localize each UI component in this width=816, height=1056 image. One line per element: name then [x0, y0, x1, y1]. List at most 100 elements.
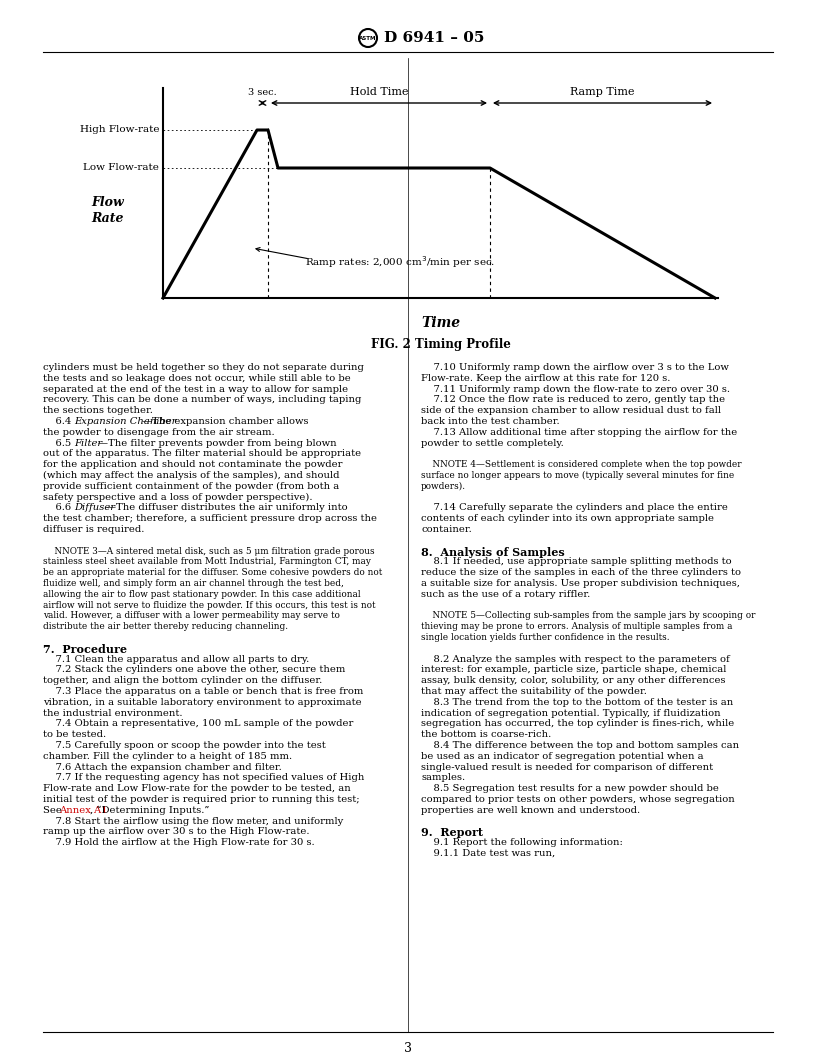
Text: 7.11 Uniformly ramp down the flow-rate to zero over 30 s.: 7.11 Uniformly ramp down the flow-rate t…: [421, 384, 730, 394]
Text: powder to settle completely.: powder to settle completely.: [421, 438, 564, 448]
Text: 7.14 Carefully separate the cylinders and place the entire: 7.14 Carefully separate the cylinders an…: [421, 504, 728, 512]
Text: 6.6: 6.6: [43, 504, 74, 512]
Text: Ramp Time: Ramp Time: [570, 87, 635, 97]
Text: interest: for example, particle size, particle shape, chemical: interest: for example, particle size, pa…: [421, 665, 726, 675]
Text: NNOTE 3—A sintered metal disk, such as 5 μm filtration grade porous: NNOTE 3—A sintered metal disk, such as 5…: [43, 547, 375, 555]
Text: 9.1 Report the following information:: 9.1 Report the following information:: [421, 838, 623, 847]
Text: indication of segregation potential. Typically, if fluidization: indication of segregation potential. Typ…: [421, 709, 721, 718]
Text: 8.1 If needed, use appropriate sample splitting methods to: 8.1 If needed, use appropriate sample sp…: [421, 558, 732, 566]
Text: 8.3 The trend from the top to the bottom of the tester is an: 8.3 The trend from the top to the bottom…: [421, 698, 734, 706]
Text: 7.2 Stack the cylinders one above the other, secure them: 7.2 Stack the cylinders one above the ot…: [43, 665, 345, 675]
Text: reduce the size of the samples in each of the three cylinders to: reduce the size of the samples in each o…: [421, 568, 741, 578]
Text: 3: 3: [404, 1042, 412, 1055]
Text: be an appropriate material for the diffuser. Some cohesive powders do not: be an appropriate material for the diffu…: [43, 568, 382, 578]
Text: Hold Time: Hold Time: [350, 87, 408, 97]
Text: Flow-rate. Keep the airflow at this rate for 120 s.: Flow-rate. Keep the airflow at this rate…: [421, 374, 671, 382]
Text: 7.10 Uniformly ramp down the airflow over 3 s to the Low: 7.10 Uniformly ramp down the airflow ove…: [421, 363, 729, 372]
Text: High Flow-rate: High Flow-rate: [79, 126, 159, 134]
Text: FIG. 2 Timing Profile: FIG. 2 Timing Profile: [370, 338, 511, 351]
Text: 9.  Report: 9. Report: [421, 828, 483, 838]
Text: 7.1 Clean the apparatus and allow all parts to dry.: 7.1 Clean the apparatus and allow all pa…: [43, 655, 309, 663]
Text: properties are well known and understood.: properties are well known and understood…: [421, 806, 640, 815]
Text: 7.4 Obtain a representative, 100 mL sample of the powder: 7.4 Obtain a representative, 100 mL samp…: [43, 719, 353, 729]
Text: See: See: [43, 806, 65, 815]
Text: the tests and so leakage does not occur, while still able to be: the tests and so leakage does not occur,…: [43, 374, 351, 382]
Text: Low Flow-rate: Low Flow-rate: [83, 164, 159, 172]
Text: provide sufficient containment of the powder (from both a: provide sufficient containment of the po…: [43, 482, 339, 491]
Text: Filter: Filter: [74, 438, 103, 448]
Text: out of the apparatus. The filter material should be appropriate: out of the apparatus. The filter materia…: [43, 450, 361, 458]
Text: valid. However, a diffuser with a lower permeability may serve to: valid. However, a diffuser with a lower …: [43, 611, 340, 620]
Text: Flow-rate and Low Flow-rate for the powder to be tested, an: Flow-rate and Low Flow-rate for the powd…: [43, 785, 351, 793]
Text: initial test of the powder is required prior to running this test;: initial test of the powder is required p…: [43, 795, 360, 804]
Text: assay, bulk density, color, solubility, or any other differences: assay, bulk density, color, solubility, …: [421, 676, 725, 685]
Text: 7.8 Start the airflow using the flow meter, and uniformly: 7.8 Start the airflow using the flow met…: [43, 816, 344, 826]
Text: recovery. This can be done a number of ways, including taping: recovery. This can be done a number of w…: [43, 395, 361, 404]
Text: 9.1.1 Date test was run,: 9.1.1 Date test was run,: [421, 849, 555, 857]
Text: 7.6 Attach the expansion chamber and filter.: 7.6 Attach the expansion chamber and fil…: [43, 762, 282, 772]
Text: 7.5 Carefully spoon or scoop the powder into the test: 7.5 Carefully spoon or scoop the powder …: [43, 741, 326, 750]
Text: Ramp rates: 2,000 cm$^3$/min per sec.: Ramp rates: 2,000 cm$^3$/min per sec.: [305, 254, 495, 270]
Text: side of the expansion chamber to allow residual dust to fall: side of the expansion chamber to allow r…: [421, 407, 721, 415]
Text: allowing the air to flow past stationary powder. In this case additional: allowing the air to flow past stationary…: [43, 590, 361, 599]
Text: vibration, in a suitable laboratory environment to approximate: vibration, in a suitable laboratory envi…: [43, 698, 361, 706]
Text: single-valued result is needed for comparison of different: single-valued result is needed for compa…: [421, 762, 713, 772]
Text: Time: Time: [421, 316, 460, 329]
Text: diffuser is required.: diffuser is required.: [43, 525, 144, 534]
Text: such as the use of a rotary riffler.: such as the use of a rotary riffler.: [421, 590, 590, 599]
Text: Annex A1: Annex A1: [59, 806, 108, 815]
Text: —The diffuser distributes the air uniformly into: —The diffuser distributes the air unifor…: [106, 504, 348, 512]
Text: 8.2 Analyze the samples with respect to the parameters of: 8.2 Analyze the samples with respect to …: [421, 655, 730, 663]
Text: Diffuser: Diffuser: [74, 504, 116, 512]
Text: chamber. Fill the cylinder to a height of 185 mm.: chamber. Fill the cylinder to a height o…: [43, 752, 292, 760]
Text: 7.3 Place the apparatus on a table or bench that is free from: 7.3 Place the apparatus on a table or be…: [43, 687, 363, 696]
Text: 7.13 Allow additional time after stopping the airflow for the: 7.13 Allow additional time after stoppin…: [421, 428, 737, 437]
Text: be used as an indicator of segregation potential when a: be used as an indicator of segregation p…: [421, 752, 703, 760]
Text: the bottom is coarse-rich.: the bottom is coarse-rich.: [421, 730, 552, 739]
Text: 3 sec.: 3 sec.: [248, 88, 277, 97]
Text: —The filter prevents powder from being blown: —The filter prevents powder from being b…: [98, 438, 337, 448]
Text: segregation has occurred, the top cylinder is fines-rich, while: segregation has occurred, the top cylind…: [421, 719, 734, 729]
Text: NNOTE 4—Settlement is considered complete when the top powder: NNOTE 4—Settlement is considered complet…: [421, 460, 742, 469]
Text: 7.7 If the requesting agency has not specified values of High: 7.7 If the requesting agency has not spe…: [43, 773, 365, 782]
Text: surface no longer appears to move (typically several minutes for fine: surface no longer appears to move (typic…: [421, 471, 734, 480]
Text: 8.  Analysis of Samples: 8. Analysis of Samples: [421, 547, 565, 558]
Text: 6.4: 6.4: [43, 417, 74, 426]
Text: thieving may be prone to errors. Analysis of multiple samples from a: thieving may be prone to errors. Analysi…: [421, 622, 733, 631]
Text: Flow
Rate: Flow Rate: [91, 195, 124, 225]
Text: , “Determining Inputs.”: , “Determining Inputs.”: [91, 806, 210, 815]
Text: NNOTE 5—Collecting sub-samples from the sample jars by scooping or: NNOTE 5—Collecting sub-samples from the …: [421, 611, 756, 620]
Text: Expansion Chamber: Expansion Chamber: [74, 417, 177, 426]
Text: powders).: powders).: [421, 482, 466, 491]
Text: single location yields further confidence in the results.: single location yields further confidenc…: [421, 633, 670, 642]
Text: compared to prior tests on other powders, whose segregation: compared to prior tests on other powders…: [421, 795, 734, 804]
Text: to be tested.: to be tested.: [43, 730, 106, 739]
Text: 7.12 Once the flow rate is reduced to zero, gently tap the: 7.12 Once the flow rate is reduced to ze…: [421, 395, 725, 404]
Text: 8.4 The difference between the top and bottom samples can: 8.4 The difference between the top and b…: [421, 741, 739, 750]
Text: ASTM: ASTM: [359, 36, 377, 40]
Text: fluidize well, and simply form an air channel through the test bed,: fluidize well, and simply form an air ch…: [43, 579, 344, 588]
Text: samples.: samples.: [421, 773, 465, 782]
Text: the powder to disengage from the air stream.: the powder to disengage from the air str…: [43, 428, 275, 437]
Text: that may affect the suitability of the powder.: that may affect the suitability of the p…: [421, 687, 647, 696]
Text: the sections together.: the sections together.: [43, 407, 153, 415]
Text: airflow will not serve to fluidize the powder. If this occurs, this test is not: airflow will not serve to fluidize the p…: [43, 601, 375, 609]
Text: back into the test chamber.: back into the test chamber.: [421, 417, 560, 426]
Text: 7.9 Hold the airflow at the High Flow-rate for 30 s.: 7.9 Hold the airflow at the High Flow-ra…: [43, 838, 315, 847]
Text: the industrial environment.: the industrial environment.: [43, 709, 183, 718]
Text: separated at the end of the test in a way to allow for sample: separated at the end of the test in a wa…: [43, 384, 348, 394]
Text: cylinders must be held together so they do not separate during: cylinders must be held together so they …: [43, 363, 364, 372]
Text: together, and align the bottom cylinder on the diffuser.: together, and align the bottom cylinder …: [43, 676, 322, 685]
Text: the test chamber; therefore, a sufficient pressure drop across the: the test chamber; therefore, a sufficien…: [43, 514, 377, 523]
Text: 6.5: 6.5: [43, 438, 74, 448]
Text: (which may affect the analysis of the samples), and should: (which may affect the analysis of the sa…: [43, 471, 339, 480]
Text: ramp up the airflow over 30 s to the High Flow-rate.: ramp up the airflow over 30 s to the Hig…: [43, 828, 309, 836]
Text: contents of each cylinder into its own appropriate sample: contents of each cylinder into its own a…: [421, 514, 714, 523]
Text: for the application and should not contaminate the powder: for the application and should not conta…: [43, 460, 343, 469]
Text: container.: container.: [421, 525, 472, 534]
Text: 8.5 Segregation test results for a new powder should be: 8.5 Segregation test results for a new p…: [421, 785, 719, 793]
Text: safety perspective and a loss of powder perspective).: safety perspective and a loss of powder …: [43, 492, 313, 502]
Text: a suitable size for analysis. Use proper subdivision techniques,: a suitable size for analysis. Use proper…: [421, 579, 740, 588]
Text: stainless steel sheet available from Mott Industrial, Farmington CT, may: stainless steel sheet available from Mot…: [43, 558, 371, 566]
Text: —The expansion chamber allows: —The expansion chamber allows: [142, 417, 308, 426]
